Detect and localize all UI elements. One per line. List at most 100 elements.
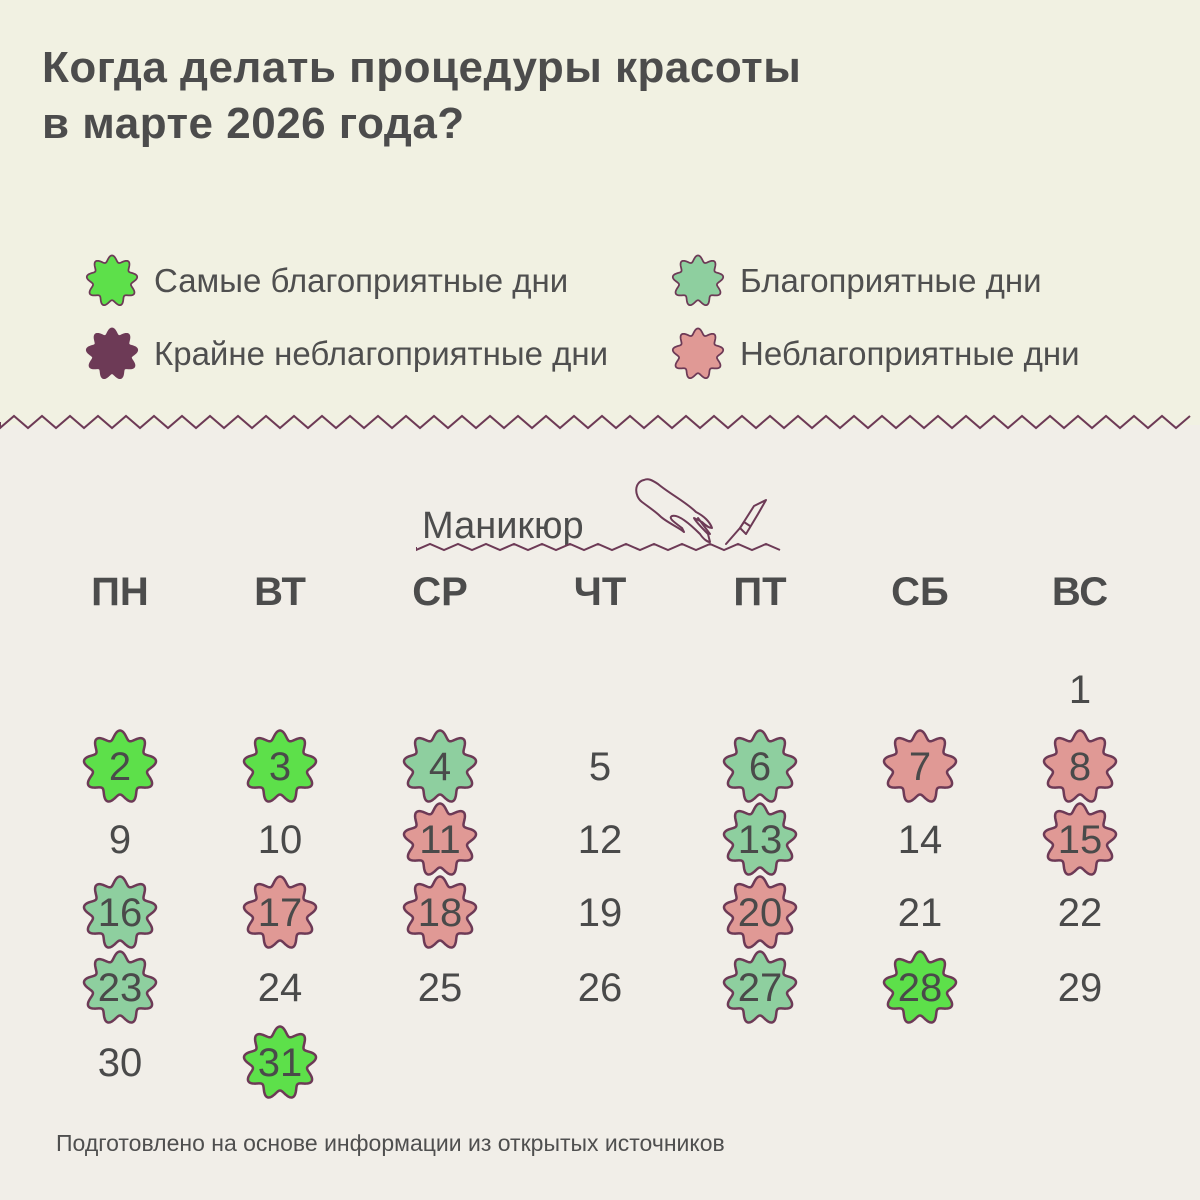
calendar-day: 18	[400, 873, 480, 953]
calendar-day: 2	[80, 727, 160, 807]
calendar-day: 5	[560, 727, 640, 807]
calendar-day: 8	[1040, 727, 1120, 807]
day-number: 6	[748, 744, 772, 789]
flower-badge-bad-icon	[722, 875, 798, 949]
legend-label: Благоприятные дни	[740, 262, 1042, 299]
calendar-day: 29	[1040, 948, 1120, 1028]
hand-nail-polish-icon	[635, 478, 767, 545]
flower-badge-good-icon	[722, 802, 798, 876]
title-line-1: Когда делать процедуры красоты	[42, 43, 802, 92]
day-number: 18	[417, 890, 463, 935]
title-line-2: в марте 2026 года?	[42, 99, 465, 148]
day-number: 11	[419, 817, 461, 862]
flower-badge-good-icon	[722, 950, 798, 1024]
weekday-header: ВТ	[254, 570, 306, 614]
day-number: 25	[417, 965, 463, 1010]
calendar-day: 14	[880, 800, 960, 880]
legend-label: Неблагоприятные дни	[740, 335, 1080, 372]
section-title: Маникюр	[422, 505, 584, 547]
calendar-day: 7	[880, 727, 960, 807]
calendar-day: 28	[880, 948, 960, 1028]
calendar-day: 25	[400, 948, 480, 1028]
day-number: 24	[257, 965, 303, 1010]
calendar-day: 20	[720, 873, 800, 953]
calendar-day: 22	[1040, 873, 1120, 953]
day-number: 7	[908, 744, 932, 789]
day-number: 2	[108, 744, 132, 789]
flower-badge-good-icon	[82, 875, 158, 949]
legend-bad: Неблагоприятные дни	[670, 326, 1080, 382]
header-panel	[0, 0, 1200, 425]
section-underline-wave	[416, 542, 781, 552]
source-footnote: Подготовлено на основе информации из отк…	[56, 1130, 725, 1156]
calendar-day: 23	[80, 948, 160, 1028]
legend-label: Крайне неблагоприятные дни	[154, 335, 609, 372]
flower-badge-bad-icon	[402, 875, 478, 949]
flower-badge-worst-icon	[85, 327, 139, 380]
legend-good: Благоприятные дни	[670, 253, 1042, 309]
calendar-day: 27	[720, 948, 800, 1028]
flower-badge-good-icon	[722, 729, 798, 803]
wavy-divider	[0, 414, 1191, 430]
day-number: 14	[897, 817, 943, 862]
day-number: 15	[1057, 817, 1103, 862]
flower-badge-best-icon	[242, 729, 318, 803]
calendar-day: 11	[400, 800, 480, 880]
day-number: 31	[257, 1040, 303, 1085]
day-number: 4	[428, 744, 452, 789]
calendar-day: 24	[240, 948, 320, 1028]
calendar-day: 15	[1040, 800, 1120, 880]
weekday-header: ВС	[1051, 570, 1109, 614]
day-number: 22	[1057, 890, 1103, 935]
day-number: 21	[897, 890, 943, 935]
day-number: 8	[1068, 744, 1092, 789]
calendar-day: 17	[240, 873, 320, 953]
calendar-day: 26	[560, 948, 640, 1028]
flower-badge-best-icon	[85, 254, 139, 307]
day-number: 26	[577, 965, 623, 1010]
calendar-day: 16	[80, 873, 160, 953]
day-number: 19	[577, 890, 623, 935]
legend-label: Самые благоприятные дни	[154, 262, 569, 299]
calendar-day: 19	[560, 873, 640, 953]
calendar-day: 3	[240, 727, 320, 807]
flower-badge-bad-icon	[402, 802, 478, 876]
calendar-day: 13	[720, 800, 800, 880]
flower-badge-best-icon	[82, 729, 158, 803]
day-number: 28	[897, 965, 943, 1010]
day-number: 30	[97, 1040, 143, 1085]
flower-badge-best-icon	[242, 1025, 318, 1099]
flower-badge-bad-icon	[671, 327, 725, 380]
day-number: 23	[97, 965, 143, 1010]
calendar-day: 30	[80, 1023, 160, 1103]
flower-badge-bad-icon	[1042, 802, 1118, 876]
day-number: 1	[1068, 667, 1092, 712]
day-number: 3	[268, 744, 292, 789]
calendar-day: 4	[400, 727, 480, 807]
day-number: 10	[257, 817, 303, 862]
legend-best: Самые благоприятные дни	[84, 253, 568, 309]
day-number: 17	[257, 890, 303, 935]
day-number: 16	[97, 890, 143, 935]
day-number: 9	[108, 817, 132, 862]
flower-badge-good-icon	[671, 254, 725, 307]
calendar-day: 10	[240, 800, 320, 880]
calendar-day: 12	[560, 800, 640, 880]
day-number: 20	[737, 890, 783, 935]
flower-badge-good-icon	[402, 729, 478, 803]
weekday-header: ПН	[91, 570, 149, 614]
flower-badge-bad-icon	[1042, 729, 1118, 803]
day-number: 5	[588, 744, 612, 789]
weekday-header: ЧТ	[573, 570, 627, 614]
legend-worst: Крайне неблагоприятные дни	[84, 326, 608, 382]
day-number: 29	[1057, 965, 1103, 1010]
weekday-header: СР	[412, 570, 468, 614]
day-number: 13	[737, 817, 783, 862]
calendar-day: 6	[720, 727, 800, 807]
calendar-panel	[0, 425, 1200, 1200]
flower-badge-best-icon	[882, 950, 958, 1024]
flower-badge-good-icon	[82, 950, 158, 1024]
calendar-day: 21	[880, 873, 960, 953]
weekday-header: СБ	[891, 570, 949, 614]
weekday-header: ПТ	[733, 570, 787, 614]
